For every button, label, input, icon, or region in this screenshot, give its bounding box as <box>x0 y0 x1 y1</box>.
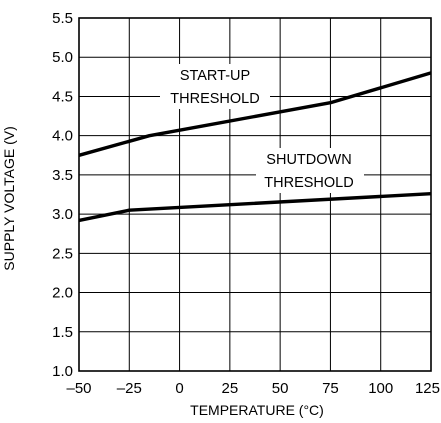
y-tick-label: 5.5 <box>52 10 73 27</box>
startup-threshold-label-line-2: THRESHOLD <box>170 91 259 107</box>
x-tick-label: –25 <box>117 380 142 397</box>
y-tick-label: 2.0 <box>52 285 73 302</box>
annotation-background <box>256 148 364 193</box>
x-tick-label: 100 <box>368 380 393 397</box>
y-tick-labels: 1.0 1.5 2.0 2.5 3.0 3.5 4.0 4.5 5.0 5.5 <box>52 10 73 380</box>
plot-frame <box>78 17 432 372</box>
y-tick-label: 1.0 <box>52 363 73 380</box>
y-axis-title: SUPPLY VOLTAGE (V) <box>1 126 17 270</box>
x-tick-label: 75 <box>322 380 339 397</box>
y-tick-label: 3.5 <box>52 167 73 184</box>
annotation-background <box>160 64 270 109</box>
y-tick-label: 1.5 <box>52 324 73 341</box>
y-tick-label: 5.0 <box>52 49 73 66</box>
startup-threshold-label-line-1: START-UP <box>180 68 250 84</box>
series-line-shutdown-threshold <box>78 192 432 223</box>
shutdown-threshold-label-line-1: SHUTDOWN <box>266 152 351 168</box>
x-tick-label: –50 <box>66 380 91 397</box>
x-tick-label: 25 <box>222 380 239 397</box>
x-tick-labels: –50 –25 0 25 50 75 100 125 <box>66 380 440 397</box>
y-tick-label: 4.5 <box>52 88 73 105</box>
series-lines <box>78 71 432 223</box>
y-tick-label: 4.0 <box>52 128 73 145</box>
annotations: START-UP THRESHOLD SHUTDOWN THRESHOLD <box>160 64 364 193</box>
x-tick-label: 125 <box>415 380 440 397</box>
y-tick-label: 3.0 <box>52 206 73 223</box>
y-tick-label: 2.5 <box>52 245 73 262</box>
x-axis-title: TEMPERATURE (°C) <box>190 402 324 418</box>
x-tick-label: 0 <box>175 380 183 397</box>
shutdown-threshold-label-line-2: THRESHOLD <box>264 175 353 191</box>
series-line-startup-threshold <box>78 71 432 157</box>
x-tick-label: 50 <box>272 380 289 397</box>
